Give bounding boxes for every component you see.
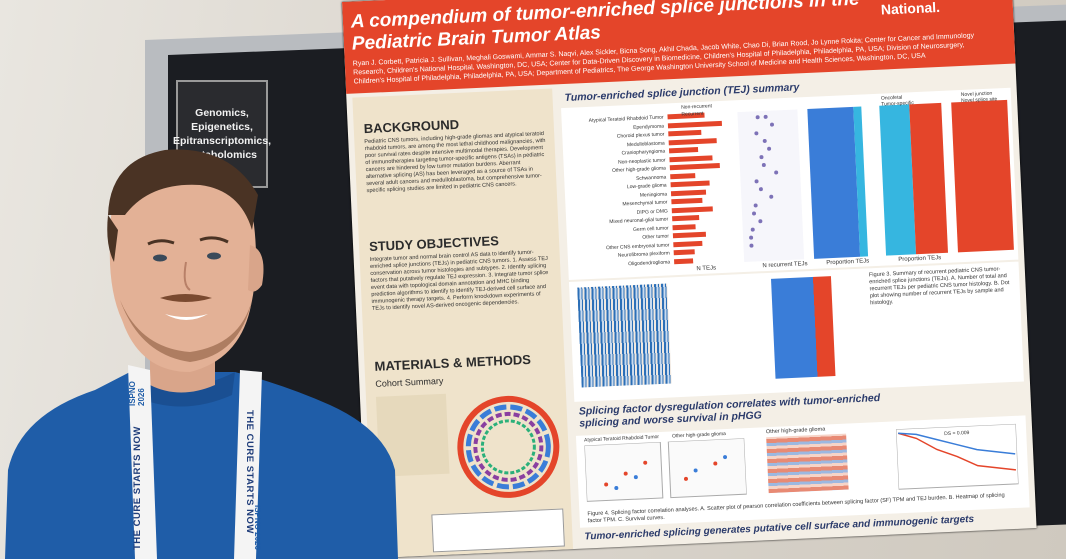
lanyard-text-right: THE CURE STARTS NOW bbox=[244, 410, 255, 534]
survival-curve bbox=[895, 423, 1019, 490]
lanyard-text-left: THE CURE STARTS NOW bbox=[132, 426, 143, 550]
recurrent-dotplot bbox=[737, 109, 805, 263]
figure3-panels: Atypical Teratoid Rhabdoid Tumor Ependym… bbox=[561, 87, 1019, 280]
lanyard-badge-right: ISPNO 2026 bbox=[253, 505, 262, 550]
dotplot-points bbox=[749, 114, 779, 248]
poster-left-column: BACKGROUND Pediatric CNS tumors, includi… bbox=[352, 88, 574, 559]
research-poster: A compendium of tumor-enriched splice ju… bbox=[342, 0, 1037, 559]
figure4-panels: Atypical Teratoid Rhabdoid Tumor Other h… bbox=[575, 415, 1030, 528]
cohort-circos-plot bbox=[457, 395, 560, 498]
lanyard-badge-left: ISPNO 2026 bbox=[128, 381, 146, 406]
sf-scatter-plots bbox=[584, 438, 747, 502]
